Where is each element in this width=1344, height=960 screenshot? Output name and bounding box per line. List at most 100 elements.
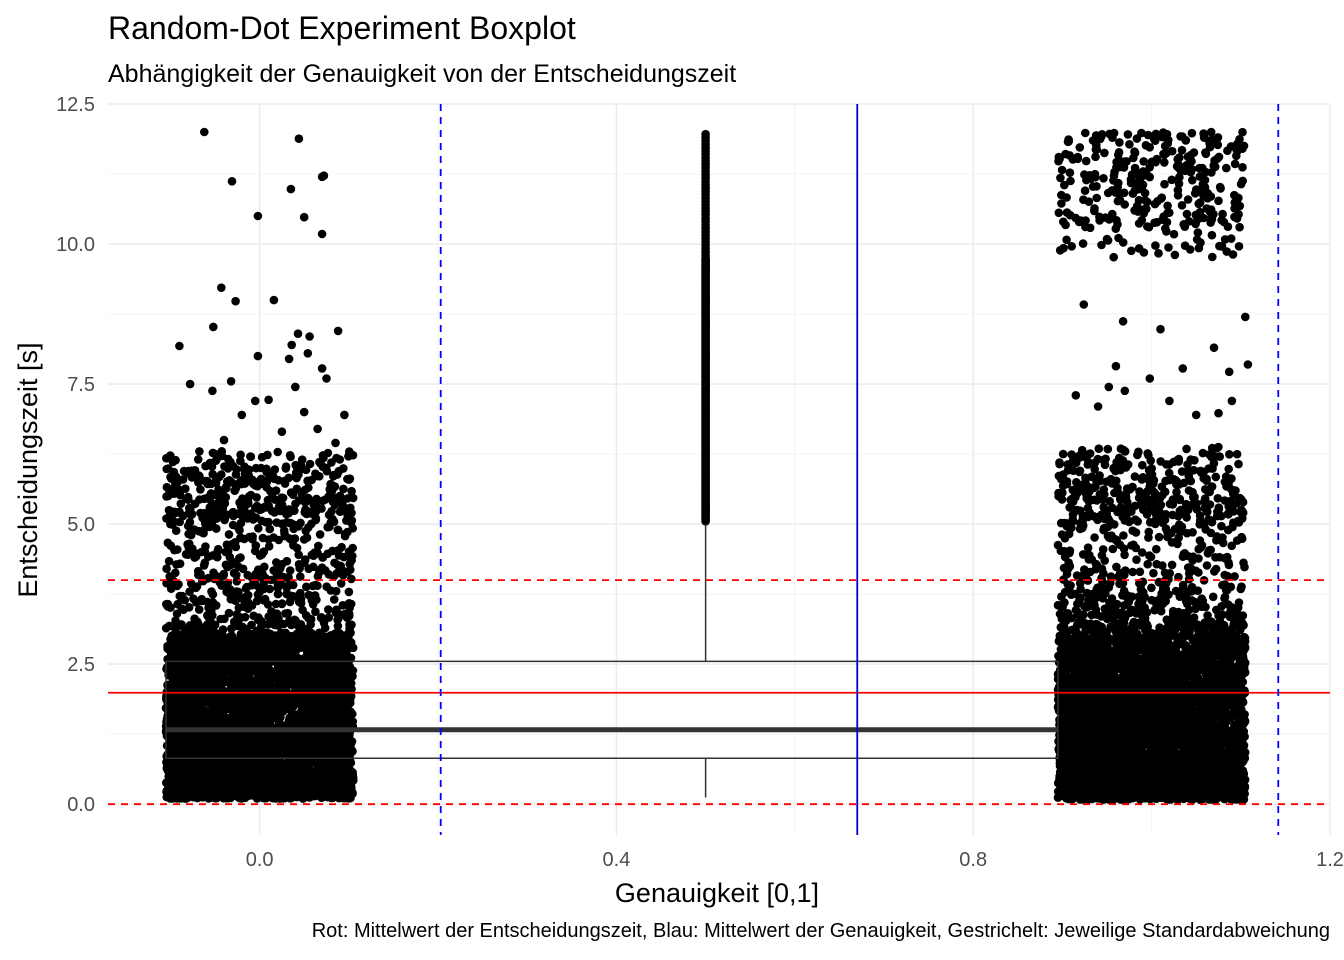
jitter-point bbox=[333, 525, 343, 535]
jitter-point bbox=[255, 731, 265, 740]
jitter-point bbox=[312, 494, 321, 504]
jitter-point bbox=[210, 676, 219, 685]
jitter-point bbox=[319, 618, 329, 628]
jitter-point bbox=[297, 464, 307, 474]
jitter-point bbox=[238, 749, 248, 759]
jitter-point bbox=[209, 640, 218, 650]
jitter-point bbox=[279, 671, 288, 681]
jitter-point-sparse bbox=[286, 184, 296, 194]
jitter-point bbox=[181, 484, 190, 494]
jitter-point bbox=[194, 471, 204, 481]
jitter-point bbox=[208, 630, 218, 640]
jitter-point bbox=[201, 542, 210, 551]
jitter-point bbox=[193, 768, 202, 777]
jitter-point bbox=[313, 745, 323, 755]
jitter-point bbox=[236, 779, 245, 788]
jitter-point bbox=[240, 602, 249, 611]
jitter-point bbox=[281, 609, 290, 618]
jitter-point bbox=[236, 518, 246, 528]
jitter-point bbox=[266, 666, 275, 675]
jitter-point bbox=[245, 532, 254, 542]
jitter-point bbox=[323, 713, 332, 723]
jitter-point bbox=[269, 772, 279, 781]
jitter-point bbox=[344, 733, 354, 742]
jitter-point bbox=[288, 580, 298, 590]
jitter-point bbox=[346, 683, 355, 692]
jitter-point bbox=[240, 788, 250, 798]
jitter-point bbox=[252, 674, 262, 683]
jitter-point bbox=[291, 760, 301, 770]
jitter-point bbox=[161, 623, 171, 633]
jitter-point bbox=[251, 513, 261, 522]
jitter-point bbox=[162, 464, 171, 474]
jitter-point bbox=[280, 529, 289, 538]
jitter-point bbox=[339, 464, 348, 473]
jitter-point-sparse bbox=[340, 410, 349, 420]
jitter-point bbox=[226, 779, 235, 788]
jitter-point bbox=[309, 700, 318, 709]
jitter-point bbox=[209, 568, 218, 577]
jitter-point bbox=[319, 453, 328, 463]
jitter-point bbox=[321, 767, 331, 777]
jitter-point bbox=[326, 631, 336, 640]
jitter-point bbox=[193, 455, 203, 464]
jitter-point bbox=[205, 743, 214, 753]
jitter-point bbox=[255, 739, 264, 749]
jitter-point bbox=[184, 543, 194, 552]
jitter-point-sparse bbox=[277, 427, 287, 437]
jitter-point-sparse bbox=[237, 410, 247, 420]
jitter-point-sparse bbox=[269, 295, 279, 305]
jitter-point bbox=[177, 591, 187, 601]
jitter-point bbox=[337, 542, 346, 552]
jitter-point bbox=[174, 732, 183, 742]
jitter-point bbox=[298, 667, 307, 677]
jitter-point bbox=[282, 556, 292, 566]
jitter-point bbox=[229, 511, 238, 521]
jitter-point bbox=[264, 747, 274, 756]
jitter-point bbox=[332, 770, 341, 779]
jitter-point bbox=[286, 518, 295, 528]
jitter-point bbox=[346, 565, 355, 574]
jitter-point bbox=[245, 758, 254, 768]
jitter-point bbox=[333, 621, 343, 631]
jitter-point bbox=[343, 510, 352, 520]
jitter-point bbox=[166, 689, 176, 699]
jitter-point bbox=[292, 629, 302, 639]
jitter-point bbox=[310, 591, 320, 600]
jitter-point bbox=[165, 779, 175, 789]
jitter-point bbox=[286, 791, 296, 801]
jitter-point bbox=[331, 586, 341, 596]
jitter-point bbox=[246, 452, 255, 461]
jitter-point bbox=[346, 775, 355, 785]
jitter-point bbox=[184, 509, 193, 518]
jitter-point bbox=[333, 673, 342, 682]
jitter-point bbox=[306, 614, 316, 624]
jitter-point bbox=[194, 605, 204, 614]
jitter-point-sparse bbox=[317, 364, 327, 373]
jitter-point bbox=[265, 584, 275, 594]
jitter-point bbox=[298, 605, 307, 615]
jitter-point bbox=[191, 583, 201, 593]
jitter-point bbox=[345, 447, 354, 456]
jitter-point bbox=[206, 606, 215, 615]
jitter-point bbox=[183, 735, 193, 745]
jitter-point bbox=[164, 556, 174, 566]
jitter-point bbox=[286, 488, 296, 497]
jitter-point bbox=[274, 502, 284, 512]
jitter-point bbox=[278, 493, 288, 503]
jitter-point bbox=[334, 551, 344, 560]
jitter-point bbox=[244, 777, 253, 787]
jitter-point bbox=[166, 516, 175, 525]
jitter-point bbox=[269, 707, 278, 717]
jitter-point bbox=[213, 788, 222, 798]
jitter-point bbox=[285, 597, 295, 607]
jitter-point bbox=[197, 788, 206, 797]
jitter-point bbox=[343, 494, 352, 503]
jitter-point bbox=[332, 605, 341, 615]
jitter-point bbox=[177, 604, 187, 614]
jitter-point bbox=[289, 541, 298, 550]
jitter-point bbox=[262, 467, 271, 477]
chart-subtitle: Abhängigkeit der Genauigkeit von der Ent… bbox=[108, 60, 737, 88]
jitter-point bbox=[297, 768, 307, 778]
points-layer bbox=[161, 127, 1253, 804]
